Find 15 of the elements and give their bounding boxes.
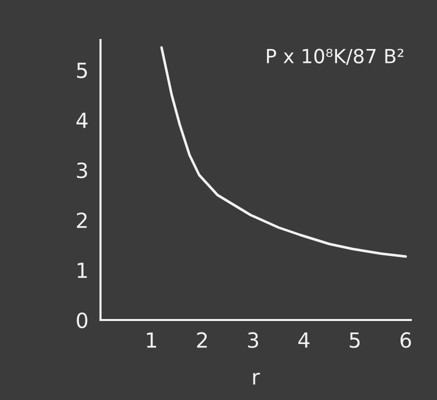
y-tick-label: 1 <box>78 262 87 278</box>
y-axis-title: P x 10⁸K/87 B² <box>266 48 404 65</box>
x-tick-label: 4 <box>298 332 310 348</box>
y-tick-label: 5 <box>77 62 87 78</box>
x-tick-label: 1 <box>147 332 156 348</box>
x-tick-label: 2 <box>197 332 207 348</box>
y-tick-label: 2 <box>76 212 87 228</box>
x-tick-label: 5 <box>350 332 360 348</box>
y-tick-label: 4 <box>76 112 88 128</box>
x-tick-label: 3 <box>248 332 258 348</box>
line-series <box>160 46 407 258</box>
y-tick-label: 0 <box>76 312 88 328</box>
x-tick-label: 6 <box>400 332 412 348</box>
y-tick-label: 3 <box>77 162 88 178</box>
x-axis-title: r <box>253 372 260 384</box>
